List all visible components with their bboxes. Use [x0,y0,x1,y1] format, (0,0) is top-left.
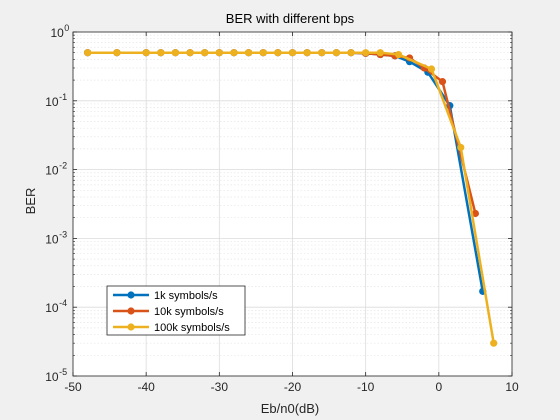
y-tick-base: 10 [45,95,59,109]
data-point [427,65,436,73]
data-point [332,49,340,57]
y-tick-exponent: -4 [59,298,67,308]
y-tick-exponent: 0 [64,23,69,33]
data-point [274,49,282,57]
chart-title: BER with different bps [226,11,355,26]
legend-marker-10k [127,307,135,315]
data-point [259,49,267,57]
y-tick-label: 10 -2 [45,161,67,178]
data-point [288,49,297,57]
data-point [438,78,447,86]
y-tick-base: 10 [45,301,59,315]
data-point [186,49,194,57]
data-point [142,49,150,57]
data-point [84,49,92,57]
legend-label-100k: 100k symbols/s [154,322,230,334]
data-point [215,49,223,57]
x-tick-labels: -50 -40 -30 -20 -10 0 10 [64,380,519,394]
y-tick-label: 10 -4 [45,298,67,315]
tick-marks [72,31,513,377]
x-axis-label: Eb/n0(dB) [261,401,320,416]
legend-entry: 10k symbols/s [113,306,224,318]
data-point [157,49,165,57]
x-tick-label: -50 [64,380,82,394]
y-tick-base: 10 [50,26,64,40]
legend-label-1k: 1k symbols/s [154,290,218,302]
data-point [230,49,238,57]
y-tick-label: 10 0 [50,23,69,40]
data-point [113,49,121,57]
data-point [171,49,180,57]
x-tick-label: -30 [211,380,229,394]
legend-label-10k: 10k symbols/s [154,306,224,318]
y-tick-label: 10 -1 [45,92,67,109]
series-layer [84,49,498,347]
y-tick-exponent: -2 [59,161,67,171]
y-tick-base: 10 [45,370,59,384]
x-tick-label: -10 [357,380,375,394]
data-point [245,49,253,57]
legend-entry: 100k symbols/s [113,322,230,334]
data-point [303,49,311,57]
x-tick-label: -40 [137,380,155,394]
legend: 1k symbols/s 10k symbols/s 100k symbols/… [106,285,246,336]
data-point [347,49,355,57]
x-tick-label: 0 [435,380,442,394]
data-point [457,143,465,152]
x-tick-label: -20 [284,380,302,394]
data-point [490,339,498,347]
series-2 [84,49,498,347]
y-tick-base: 10 [45,232,59,246]
y-tick-label: 10 -3 [45,229,67,246]
y-tick-label: 10 -5 [45,367,67,384]
x-tick-label: 10 [505,380,519,394]
data-point [318,49,326,57]
y-tick-exponent: -3 [59,229,67,239]
data-point [376,49,384,57]
data-point [471,209,480,218]
data-point [394,50,403,59]
y-tick-exponent: -5 [59,367,67,377]
data-point [201,49,209,57]
y-tick-base: 10 [45,164,59,178]
data-point [362,49,370,57]
legend-marker-100k [127,323,135,331]
y-tick-exponent: -1 [59,92,67,102]
legend-marker-1k [127,291,135,299]
y-axis-label: BER [23,188,38,215]
legend-entry: 1k symbols/s [113,290,218,302]
